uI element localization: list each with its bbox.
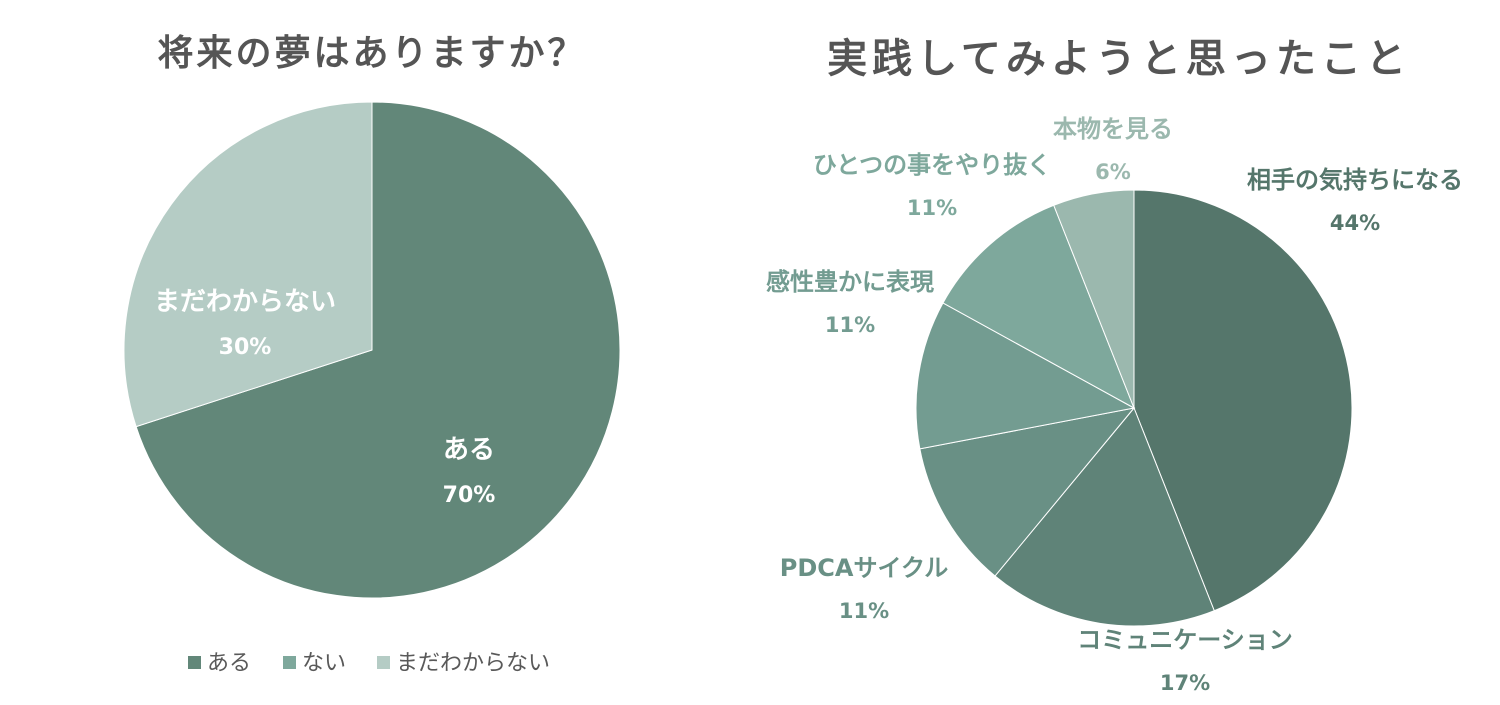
legend-label: まだわからない [396, 651, 550, 676]
pie-slice [1053, 189, 1135, 409]
data-label: 70% [443, 483, 496, 508]
data-label: 11% [839, 599, 889, 623]
data-label: 17% [1160, 671, 1210, 695]
data-label: コミュニケーション [1077, 626, 1293, 654]
pie-slice [1133, 189, 1353, 612]
legend-item: ある [188, 651, 251, 676]
legend-swatch [377, 656, 390, 669]
pie-slice [135, 101, 621, 599]
pie-slice [915, 302, 1136, 450]
pie-slice [919, 407, 1136, 577]
data-label: ある [443, 435, 495, 465]
data-label: まだわからない [154, 287, 336, 317]
pie-data-labels: ある 70% まだわからない 30% [154, 287, 495, 508]
legend-item: ない [283, 651, 346, 676]
data-label: 11% [907, 196, 957, 220]
chart-title: 将来の夢はありますか？ [157, 33, 586, 74]
data-label: 相手の気持ちになる [1247, 166, 1463, 194]
legend-swatch [283, 656, 296, 669]
pie-chart-practice: 実践してみようと思ったこと 相手の気持ちになる 44% コミュニケーション 17% PD… [766, 36, 1463, 695]
pie-slices [915, 189, 1353, 627]
pie-slice [994, 407, 1215, 627]
data-label: 11% [825, 313, 875, 337]
data-label: 6% [1095, 160, 1131, 184]
data-label: ひとつの事をやり抜く [813, 151, 1051, 179]
data-label: PDCAサイクル [780, 554, 949, 582]
pie-data-labels: 相手の気持ちになる 44% コミュニケーション 17% PDCAサイクル 11% 感性豊かに… [766, 115, 1463, 695]
legend-label: ある [207, 651, 251, 676]
data-label: 本物を見る [1053, 115, 1173, 143]
legend: ある ない まだわからない [188, 651, 550, 676]
pie-slice [123, 101, 373, 428]
chart-title: 実践してみようと思ったこと [827, 36, 1411, 82]
pie-slice [942, 204, 1135, 410]
pie-slices [123, 101, 621, 599]
data-label: 44% [1330, 211, 1380, 235]
legend-label: ない [302, 651, 346, 676]
data-label: 30% [219, 335, 272, 360]
legend-item: まだわからない [377, 651, 550, 676]
legend-swatch [188, 656, 201, 669]
data-label: 感性豊かに表現 [766, 268, 934, 296]
